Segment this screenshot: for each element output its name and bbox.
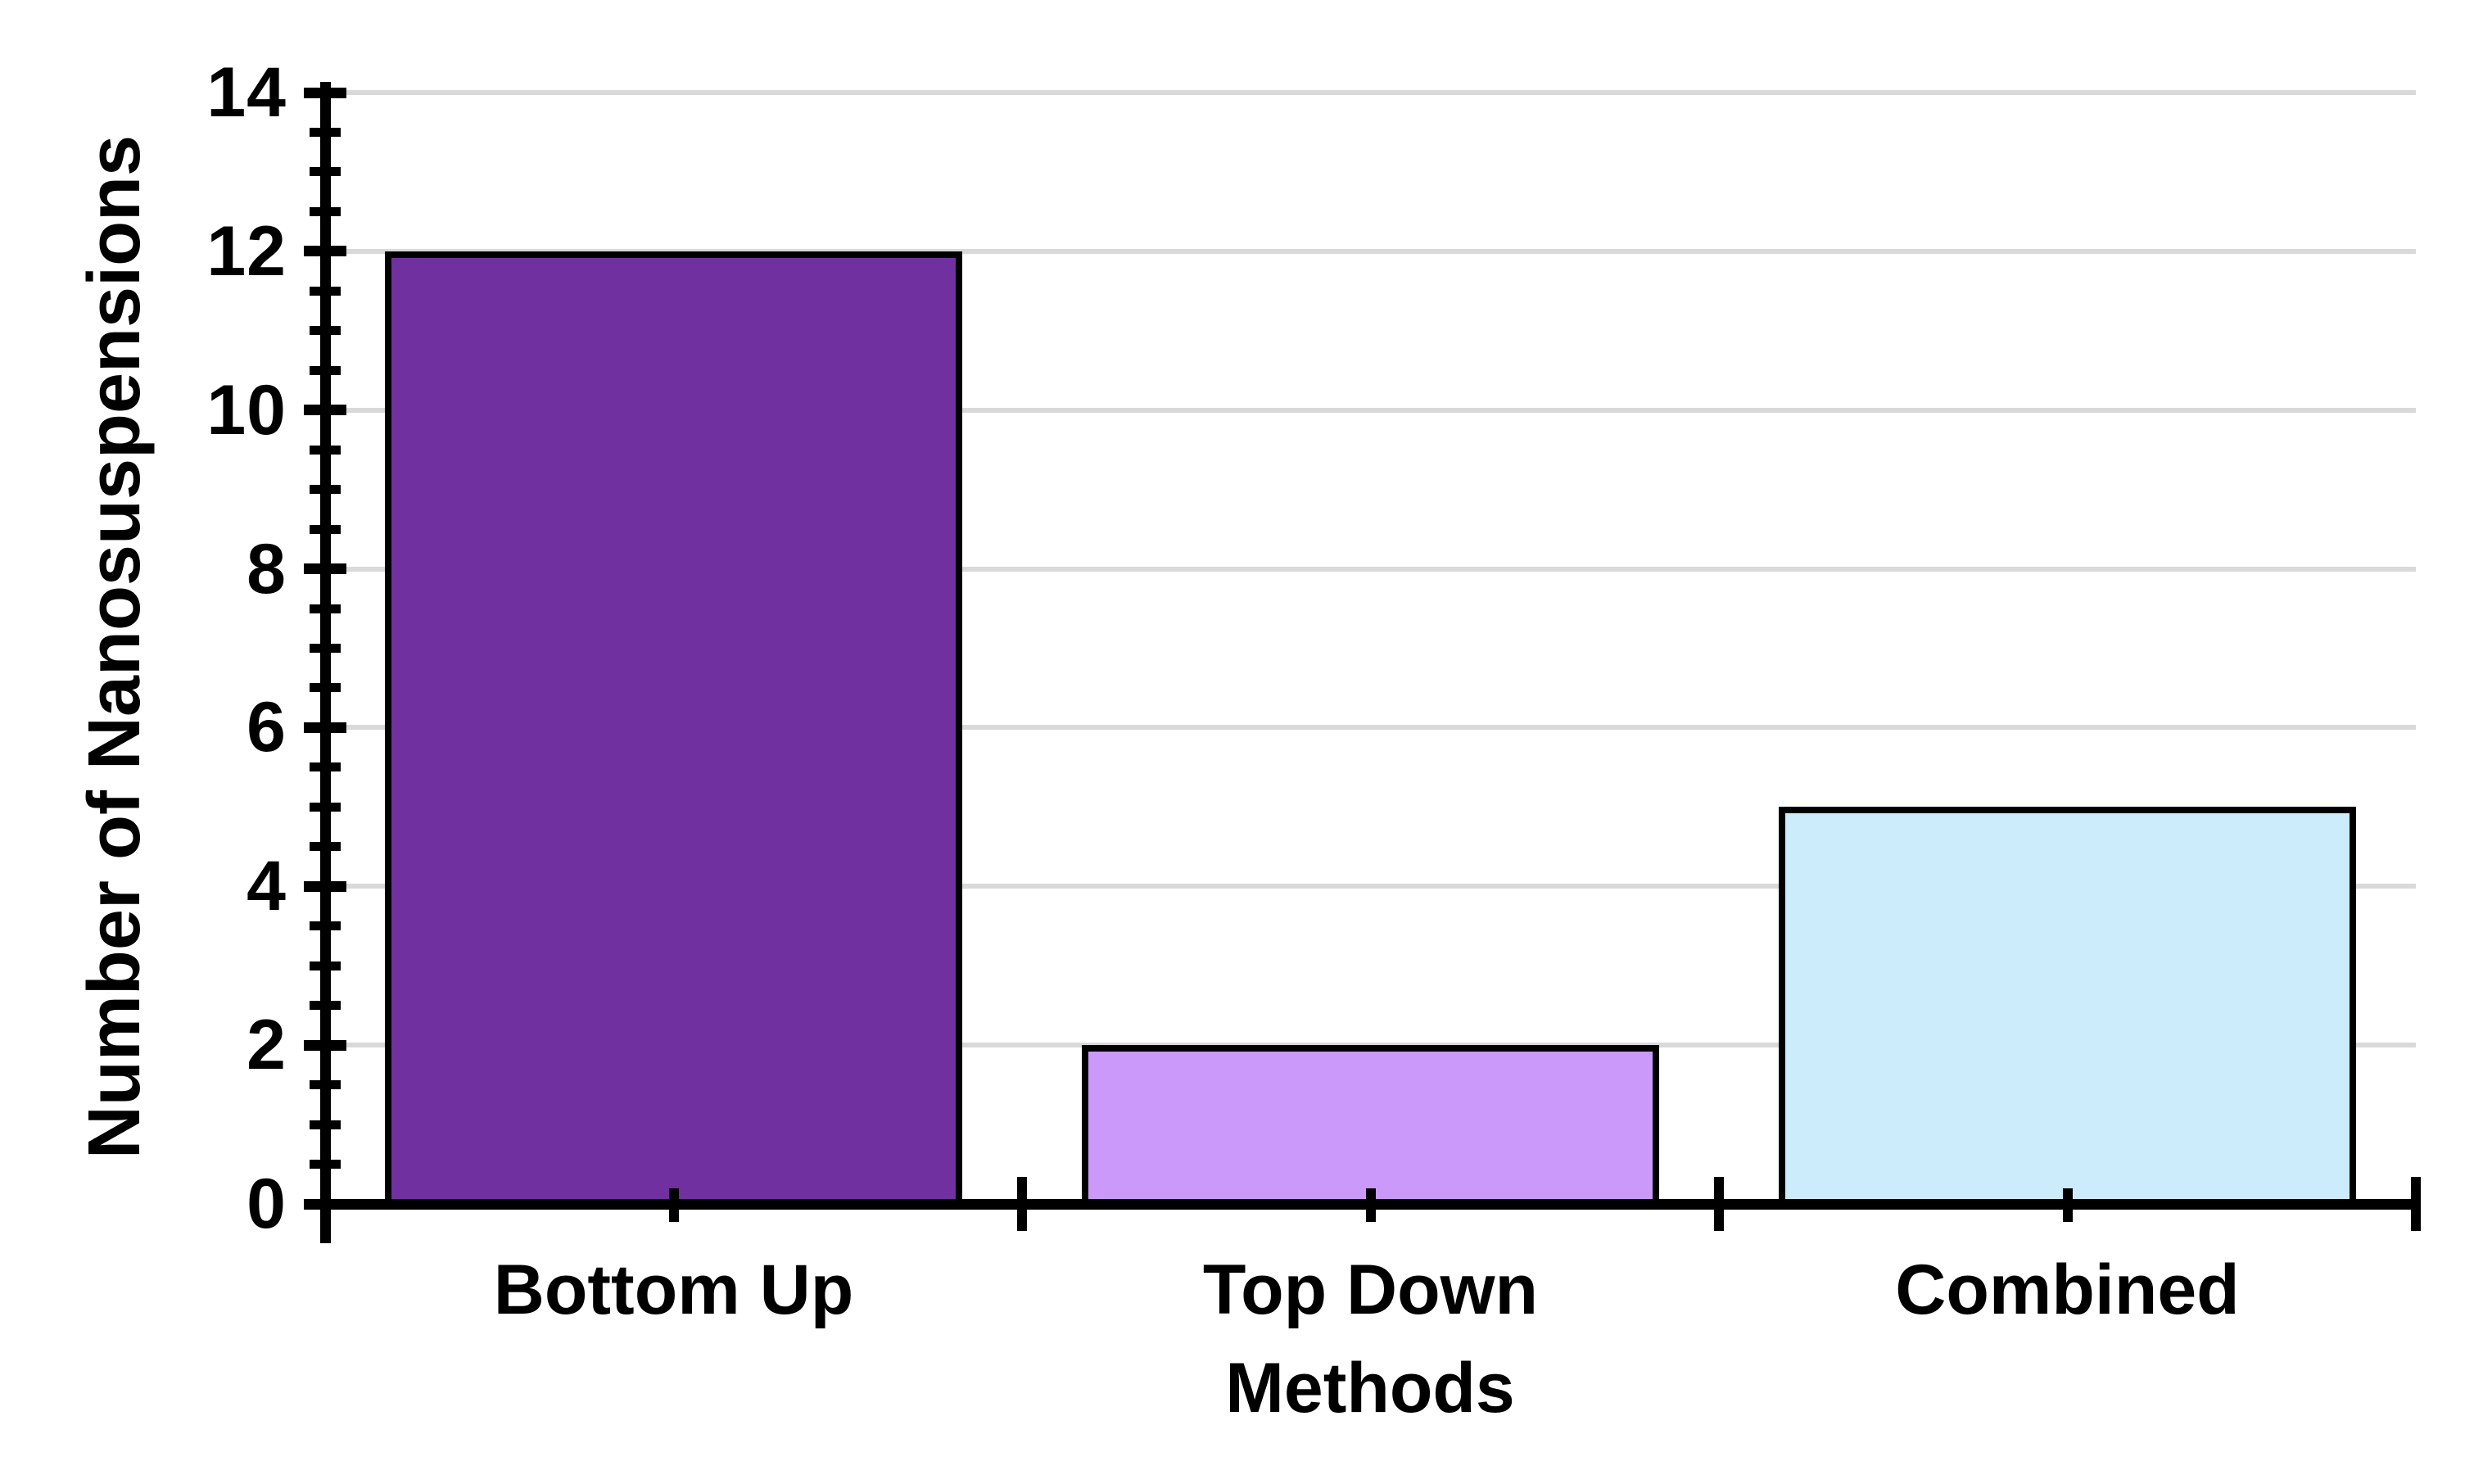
y-tick-label: 12 xyxy=(206,211,287,291)
y-major-tick xyxy=(304,405,346,416)
x-category-label: Top Down xyxy=(1202,1251,1539,1329)
y-minor-tick xyxy=(310,1001,341,1011)
y-gridline xyxy=(328,407,2416,413)
y-major-tick xyxy=(304,722,346,733)
y-gridline xyxy=(328,725,2416,731)
x-axis-title: Methods xyxy=(1225,1349,1515,1427)
y-minor-tick xyxy=(310,326,341,336)
y-minor-tick xyxy=(310,365,341,375)
y-minor-tick xyxy=(310,604,341,613)
y-minor-tick xyxy=(310,683,341,693)
y-major-tick xyxy=(304,246,346,257)
x-category-label: Combined xyxy=(1895,1251,2240,1329)
y-major-tick xyxy=(304,87,346,98)
y-tick-label: 8 xyxy=(246,529,287,609)
y-minor-tick xyxy=(310,1120,341,1129)
y-axis-title: Number of Nanosuspensions xyxy=(74,134,156,1160)
y-tick-label: 0 xyxy=(246,1165,287,1243)
bar-top-down xyxy=(1082,1045,1659,1209)
x-boundary-tick xyxy=(1017,1177,1027,1231)
y-minor-tick xyxy=(310,1160,341,1170)
y-minor-tick xyxy=(310,206,341,216)
y-minor-tick xyxy=(310,842,341,852)
y-tick-label: 6 xyxy=(246,688,287,767)
y-minor-tick xyxy=(310,524,341,534)
y-minor-tick xyxy=(310,762,341,772)
x-category-label: Bottom Up xyxy=(493,1251,854,1329)
y-minor-tick xyxy=(310,644,341,653)
y-gridline xyxy=(328,884,2416,889)
y-tick-label: 4 xyxy=(246,847,287,926)
y-minor-tick xyxy=(310,921,341,931)
y-minor-tick xyxy=(310,167,341,177)
y-major-tick xyxy=(304,880,346,892)
x-boundary-tick xyxy=(1714,1177,1724,1231)
y-minor-tick xyxy=(310,445,341,455)
y-gridline xyxy=(328,566,2416,572)
y-tick-label: 10 xyxy=(206,370,287,450)
y-major-tick xyxy=(304,1198,346,1210)
y-major-tick xyxy=(304,563,346,575)
y-tick-label: 2 xyxy=(246,1006,287,1085)
y-gridline xyxy=(328,90,2416,95)
x-center-tick xyxy=(2062,1188,2073,1222)
bar-combined xyxy=(1779,807,2356,1209)
y-major-tick xyxy=(304,1039,346,1051)
y-gridline xyxy=(328,248,2416,254)
x-center-tick xyxy=(668,1188,679,1222)
x-boundary-tick xyxy=(2411,1177,2421,1231)
y-tick-label: 14 xyxy=(206,53,287,132)
y-minor-tick xyxy=(310,127,341,137)
y-minor-tick xyxy=(310,802,341,812)
y-minor-tick xyxy=(310,961,341,970)
x-center-tick xyxy=(1365,1188,1376,1222)
y-minor-tick xyxy=(310,286,341,296)
y-minor-tick xyxy=(310,1080,341,1090)
bar-bottom-up xyxy=(385,251,962,1209)
y-minor-tick xyxy=(310,485,341,495)
